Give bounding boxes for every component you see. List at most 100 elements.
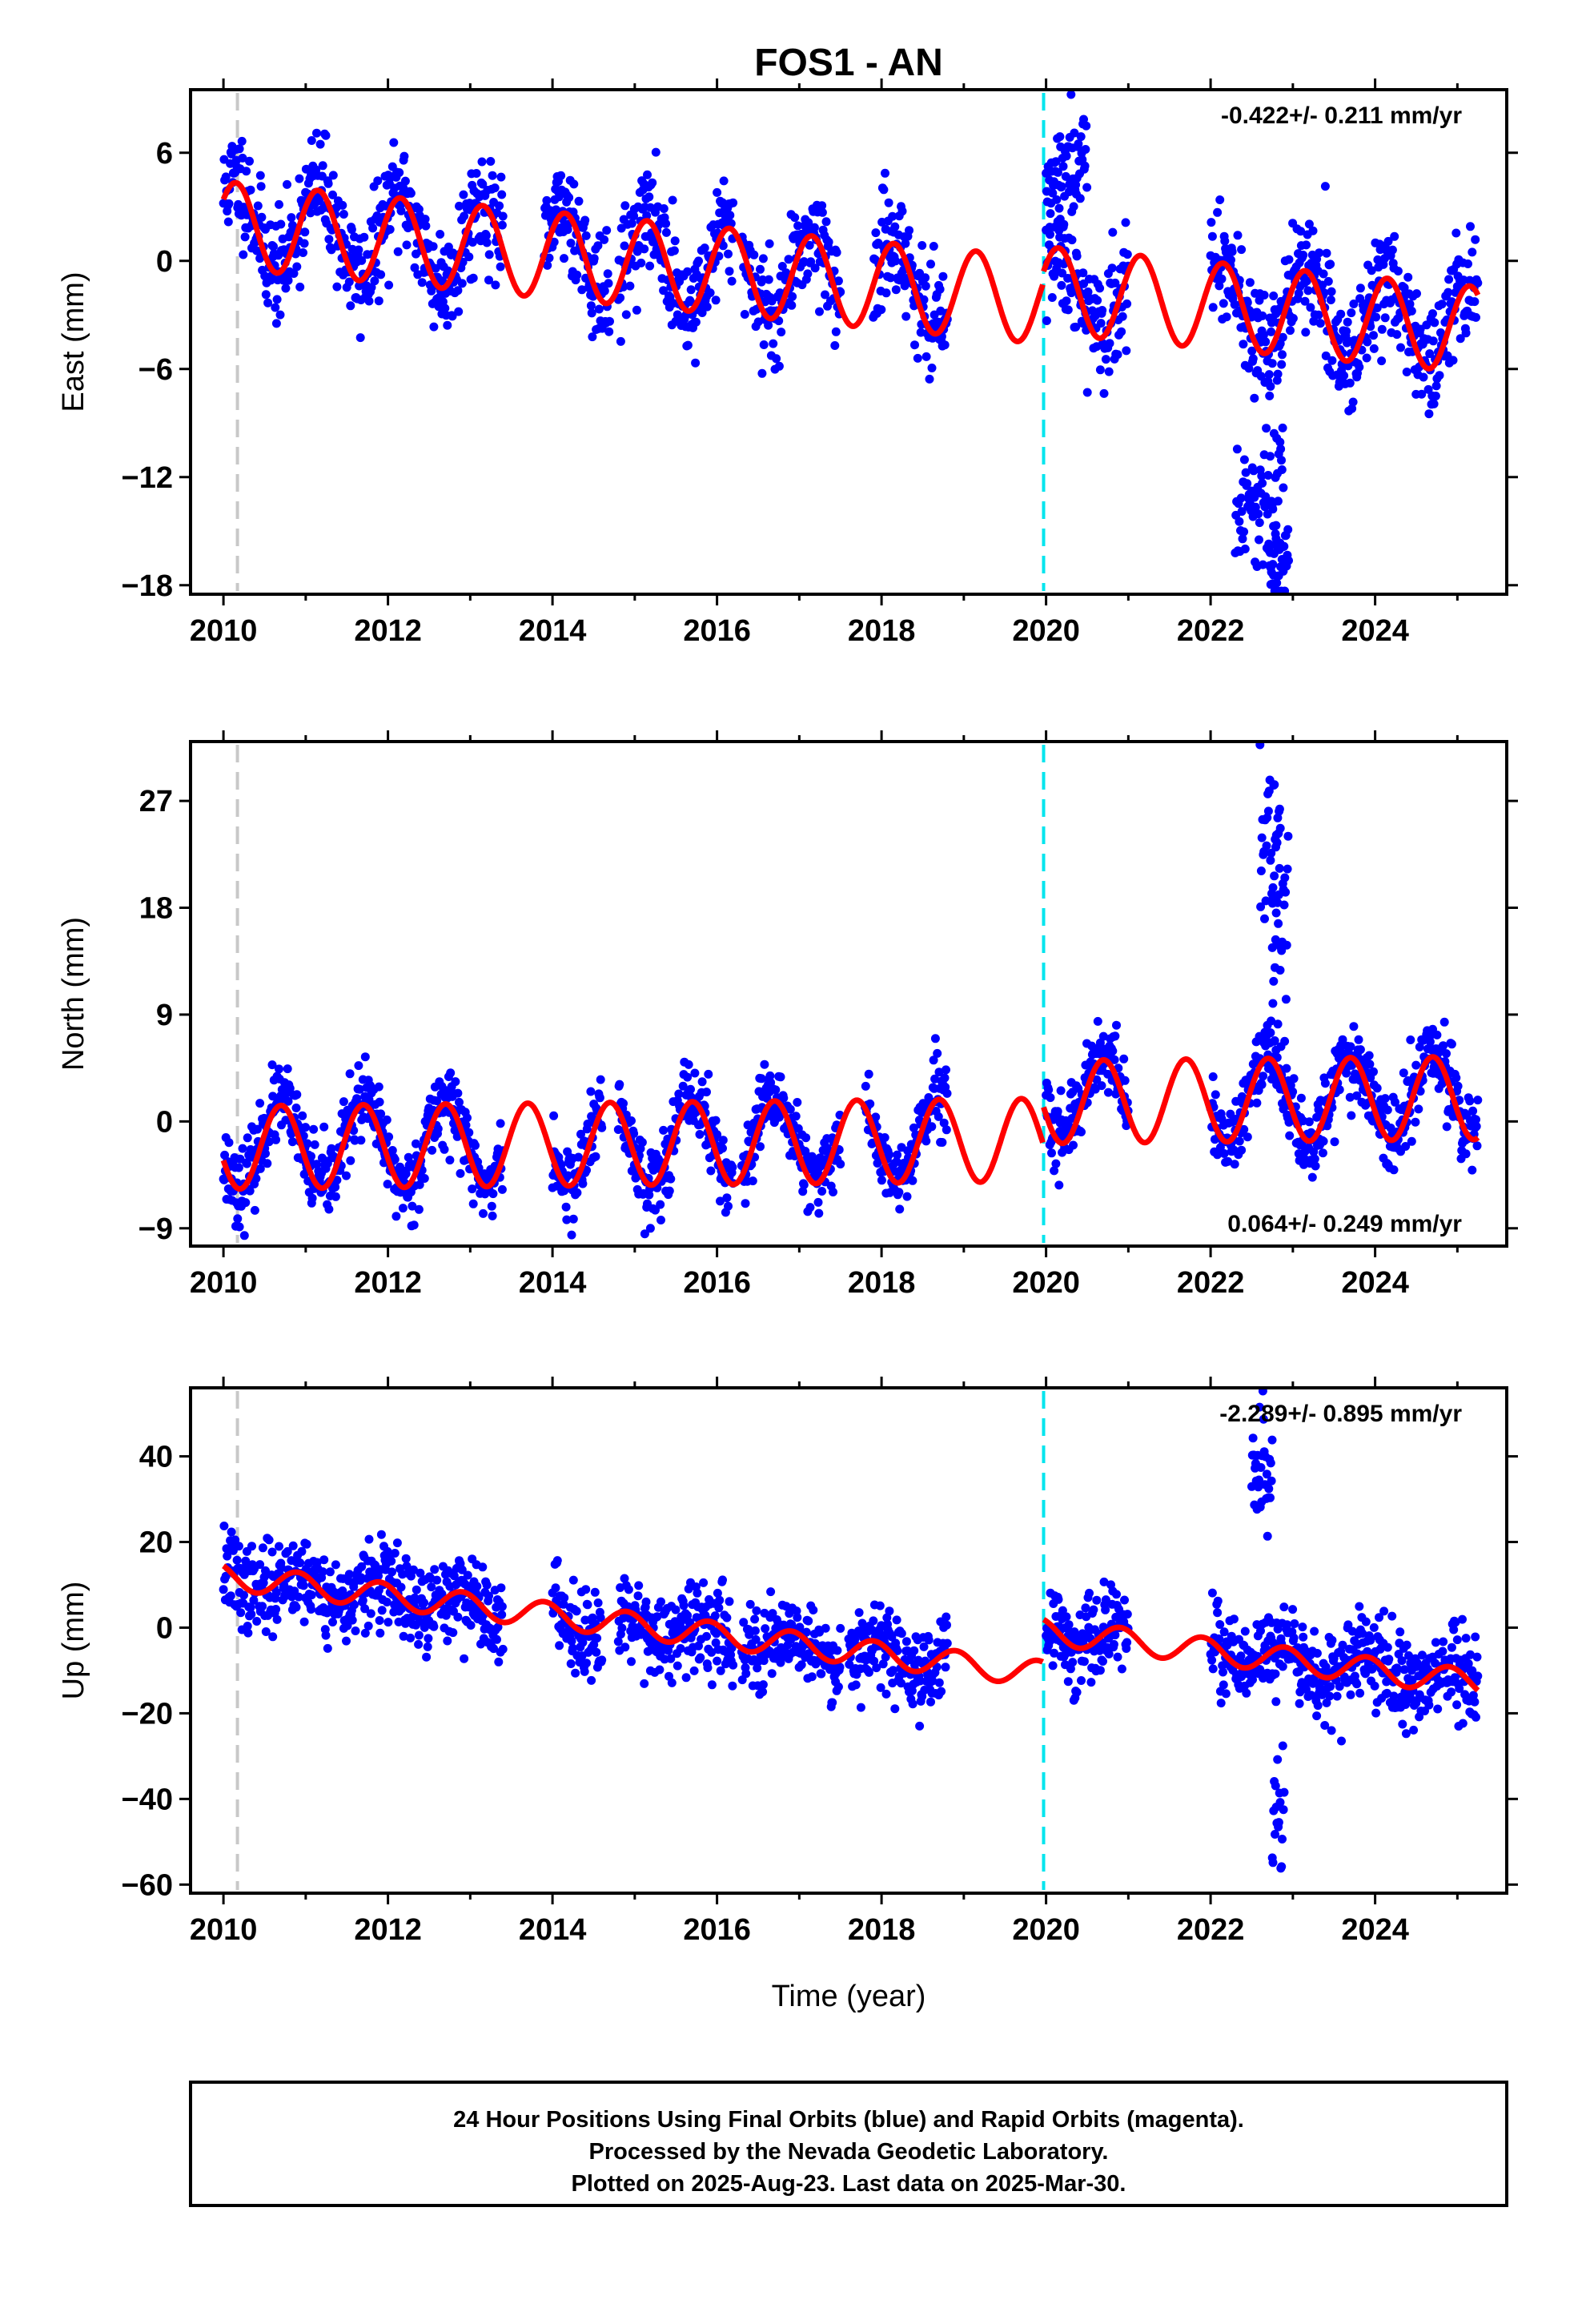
observed-point xyxy=(910,340,919,350)
anomaly-point xyxy=(1272,578,1282,588)
observed-point xyxy=(1309,316,1319,326)
observed-point xyxy=(1227,247,1237,256)
observed-point xyxy=(455,201,464,211)
observed-point xyxy=(1347,1111,1356,1120)
observed-point xyxy=(1345,378,1355,388)
observed-point xyxy=(804,218,813,227)
observed-point xyxy=(1443,287,1453,297)
observed-point xyxy=(586,1087,596,1096)
observed-point xyxy=(752,1606,761,1615)
observed-point xyxy=(913,353,922,363)
observed-point xyxy=(1223,1156,1233,1166)
observed-point xyxy=(457,1565,467,1574)
observed-point xyxy=(1112,1590,1121,1599)
observed-point xyxy=(1472,312,1480,322)
y-tick-label: 18 xyxy=(139,892,173,926)
observed-point xyxy=(830,341,840,350)
observed-point xyxy=(235,144,244,154)
observed-point xyxy=(1093,296,1102,305)
observed-point xyxy=(373,176,383,186)
observed-point xyxy=(1092,1075,1102,1084)
observed-point xyxy=(287,1129,296,1139)
observed-point xyxy=(233,1214,243,1224)
observed-point xyxy=(453,1612,463,1622)
observed-point xyxy=(251,1174,261,1184)
observed-point xyxy=(342,1636,351,1646)
y-tick-label: 0 xyxy=(156,1105,173,1139)
observed-point xyxy=(1465,1096,1475,1106)
observed-point xyxy=(250,1205,259,1215)
observed-point xyxy=(344,1570,354,1579)
observed-point xyxy=(908,1176,917,1185)
observed-point xyxy=(758,1680,768,1690)
observed-point xyxy=(596,1075,605,1084)
observed-point xyxy=(1082,388,1092,397)
observed-point xyxy=(375,1628,385,1638)
observed-point xyxy=(285,1084,295,1093)
observed-point xyxy=(263,1159,272,1168)
chart-title: FOS1 - AN xyxy=(754,42,943,84)
observed-point xyxy=(496,1583,506,1593)
anomaly-point xyxy=(1254,509,1263,519)
observed-point xyxy=(620,241,629,251)
anomaly-point xyxy=(1074,139,1083,149)
observed-point xyxy=(417,278,427,287)
observed-point xyxy=(364,296,374,306)
observed-point xyxy=(1267,1016,1276,1026)
observed-point xyxy=(237,136,247,146)
observed-point xyxy=(824,237,833,247)
observed-point xyxy=(448,312,457,321)
observed-point xyxy=(383,1618,393,1627)
observed-point xyxy=(291,1602,301,1612)
observed-point xyxy=(1244,364,1254,373)
observed-point xyxy=(881,1689,891,1699)
observed-point xyxy=(457,279,467,288)
observed-point xyxy=(1435,371,1444,380)
observed-point xyxy=(1226,1109,1235,1119)
observed-point xyxy=(1439,1017,1449,1027)
observed-point xyxy=(430,1565,440,1574)
observed-point xyxy=(729,1660,738,1670)
observed-point xyxy=(757,368,767,378)
observed-point xyxy=(1346,1690,1355,1699)
observed-point xyxy=(294,1592,303,1602)
observed-point xyxy=(740,310,749,319)
observed-point xyxy=(1468,1165,1477,1175)
observed-point xyxy=(1315,248,1324,258)
y-axis-label-north: North (mm) xyxy=(57,917,90,1071)
observed-point xyxy=(1294,288,1303,298)
observed-point xyxy=(581,1585,591,1594)
observed-point xyxy=(1207,1655,1217,1665)
observed-point xyxy=(543,260,552,270)
observed-point xyxy=(1086,1678,1096,1687)
observed-point xyxy=(560,1593,569,1602)
observed-point xyxy=(588,1613,597,1622)
observed-point xyxy=(1207,231,1217,241)
observed-point xyxy=(497,1610,507,1619)
observed-point xyxy=(297,1546,307,1556)
observed-point xyxy=(549,237,559,247)
observed-point xyxy=(404,1152,413,1162)
observed-point xyxy=(1042,316,1051,325)
observed-point xyxy=(221,172,231,182)
observed-point xyxy=(1407,306,1416,316)
observed-point xyxy=(367,283,376,292)
observed-point xyxy=(368,223,378,233)
observed-point xyxy=(268,1632,278,1642)
anomaly-point xyxy=(1258,560,1267,569)
observed-point xyxy=(592,1647,601,1657)
observed-point xyxy=(807,1672,817,1682)
observed-point xyxy=(864,1069,873,1079)
observed-point xyxy=(836,1623,845,1633)
observed-point xyxy=(595,1093,604,1103)
observed-point xyxy=(1077,1676,1086,1685)
observed-point xyxy=(408,1201,417,1211)
observed-point xyxy=(1430,318,1439,328)
observed-point xyxy=(219,1585,228,1594)
observed-point xyxy=(1289,1633,1299,1642)
observed-point xyxy=(401,1554,411,1563)
observed-point xyxy=(1473,278,1483,287)
observed-point xyxy=(375,1097,384,1107)
y-tick-label: 6 xyxy=(156,137,173,171)
observed-point xyxy=(1472,1122,1481,1131)
